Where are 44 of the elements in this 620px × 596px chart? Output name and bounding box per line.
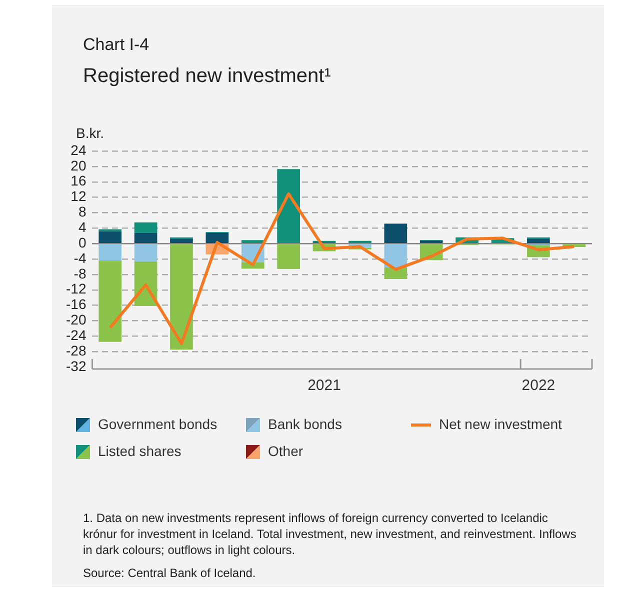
bar — [206, 232, 229, 243]
x-tick-label: 2022 — [522, 377, 556, 394]
bar — [134, 244, 158, 262]
y-axis-title: B.kr. — [76, 124, 104, 141]
bar — [98, 231, 122, 243]
y-tick-label: -28 — [66, 342, 86, 358]
y-tick-label: 4 — [78, 219, 86, 235]
y-tick-label: 20 — [70, 157, 86, 174]
bar — [134, 232, 158, 243]
legend-label: Bank bonds — [268, 416, 342, 432]
bar — [98, 260, 122, 342]
y-tick-label: 24 — [70, 142, 86, 158]
y-tick-label: -32 — [66, 358, 86, 374]
chart-subtitle: Registered new investment¹ — [83, 65, 331, 88]
legend-label: Other — [268, 442, 304, 459]
y-tick-label: -12 — [66, 280, 86, 297]
y-tick-label: -4 — [74, 250, 86, 266]
bar — [384, 267, 408, 280]
bar — [384, 224, 408, 243]
bar — [277, 169, 300, 243]
bar — [527, 238, 550, 243]
y-tick-label: 12 — [70, 188, 86, 204]
x-tick-label: 2021 — [308, 377, 341, 394]
bar — [384, 244, 408, 268]
chart-title: Chart I-4 — [83, 35, 150, 55]
bar — [170, 244, 193, 350]
legend-label: Listed shares — [98, 442, 182, 459]
y-tick-label: -16 — [66, 296, 86, 312]
bar — [134, 222, 158, 233]
bar — [277, 244, 300, 270]
y-tick-label: -8 — [74, 265, 86, 282]
legend-label: Government bonds — [98, 416, 218, 432]
bar — [241, 240, 264, 243]
legend-label: Net new investment — [439, 416, 562, 432]
bar — [170, 238, 193, 243]
y-tick-label: -20 — [66, 312, 86, 328]
text: Source: Central Bank of Iceland. — [83, 565, 257, 581]
y-tick-label: 16 — [70, 172, 86, 189]
y-tick-label: -24 — [66, 327, 86, 343]
y-tick-label: 8 — [78, 204, 86, 220]
bar — [420, 240, 443, 243]
y-tick-label: 0 — [78, 234, 86, 250]
text: 1. Data on new investments represent inflows of foreign currency converted to Icelandic krónur for investment in Iceland. Total investment, new investment, and reinvestment. Inflows in dark colours; outflows in light colours. — [83, 510, 578, 558]
bar — [98, 244, 122, 261]
